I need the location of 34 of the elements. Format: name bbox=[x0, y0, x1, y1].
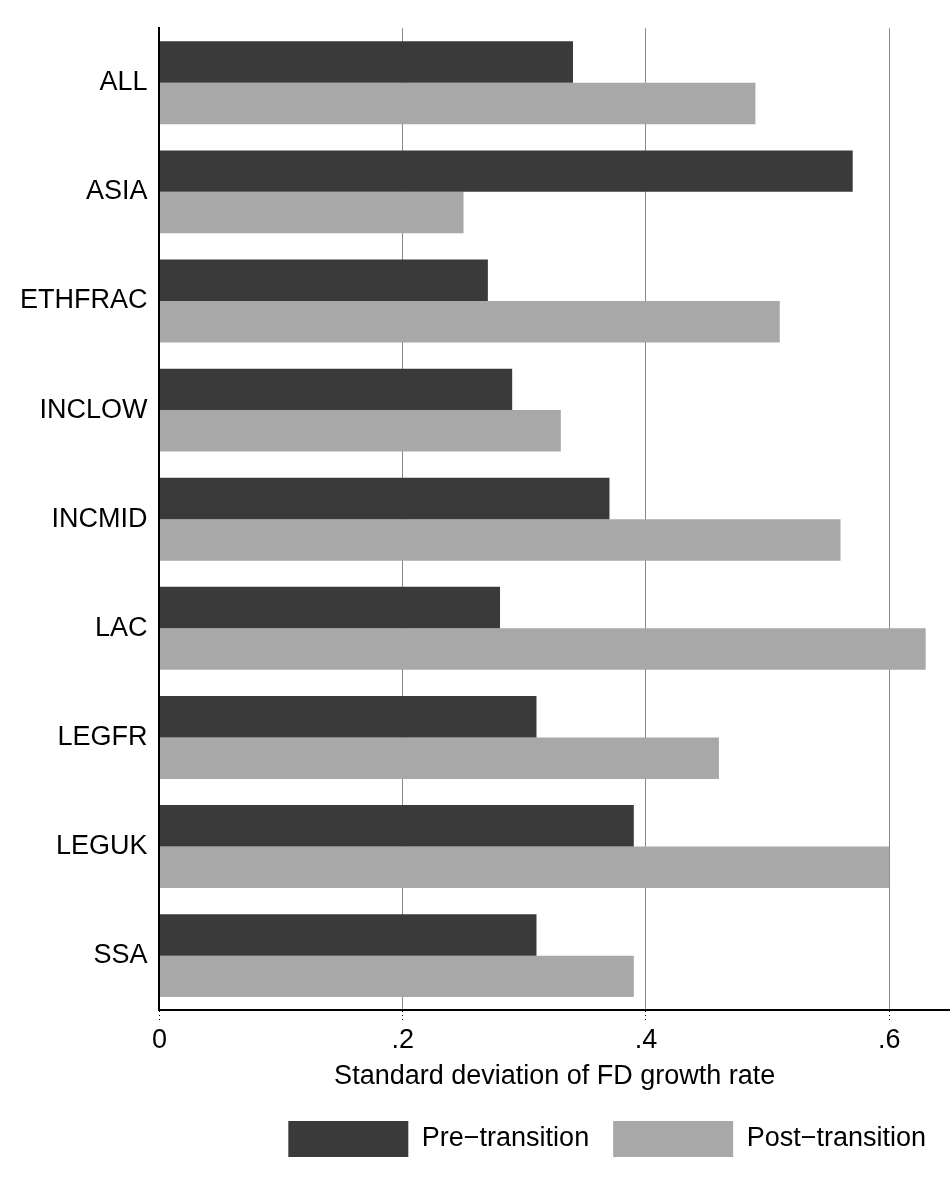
bar bbox=[160, 259, 488, 301]
y-tick-label: INCLOW bbox=[39, 393, 149, 424]
y-tick-label: LEGUK bbox=[55, 829, 148, 860]
bar bbox=[160, 846, 890, 888]
bar bbox=[160, 368, 513, 411]
x-tick-label: .2 bbox=[391, 1023, 414, 1054]
bar bbox=[160, 300, 780, 343]
bar bbox=[160, 150, 853, 192]
bar bbox=[160, 191, 464, 234]
legend-label: Post−transition bbox=[746, 1122, 927, 1153]
y-tick-label: LAC bbox=[94, 611, 148, 642]
bar bbox=[160, 805, 634, 847]
y-tick-label: LEGFR bbox=[57, 720, 148, 751]
bar bbox=[160, 628, 926, 670]
x-axis-title: Standard deviation of FD growth rate bbox=[334, 1060, 776, 1091]
x-tick-label: .6 bbox=[877, 1023, 901, 1054]
bar bbox=[160, 586, 501, 629]
y-tick-label: INCMID bbox=[51, 502, 148, 533]
bar bbox=[160, 410, 561, 452]
x-tick-label: .4 bbox=[634, 1023, 658, 1054]
bar bbox=[160, 519, 841, 561]
y-tick-label: ASIA bbox=[85, 175, 148, 206]
bar bbox=[160, 82, 756, 125]
y-tick-label: ALL bbox=[99, 66, 148, 97]
bar bbox=[160, 41, 573, 83]
bar bbox=[160, 955, 634, 998]
y-tick-label: ETHFRAC bbox=[20, 284, 148, 315]
x-tick-label: 0 bbox=[151, 1023, 168, 1054]
bar bbox=[160, 914, 537, 956]
legend-label: Pre−transition bbox=[421, 1122, 590, 1153]
bar bbox=[160, 477, 610, 520]
bar bbox=[160, 695, 537, 738]
bar bbox=[160, 737, 719, 779]
y-tick-label: SSA bbox=[93, 939, 148, 970]
